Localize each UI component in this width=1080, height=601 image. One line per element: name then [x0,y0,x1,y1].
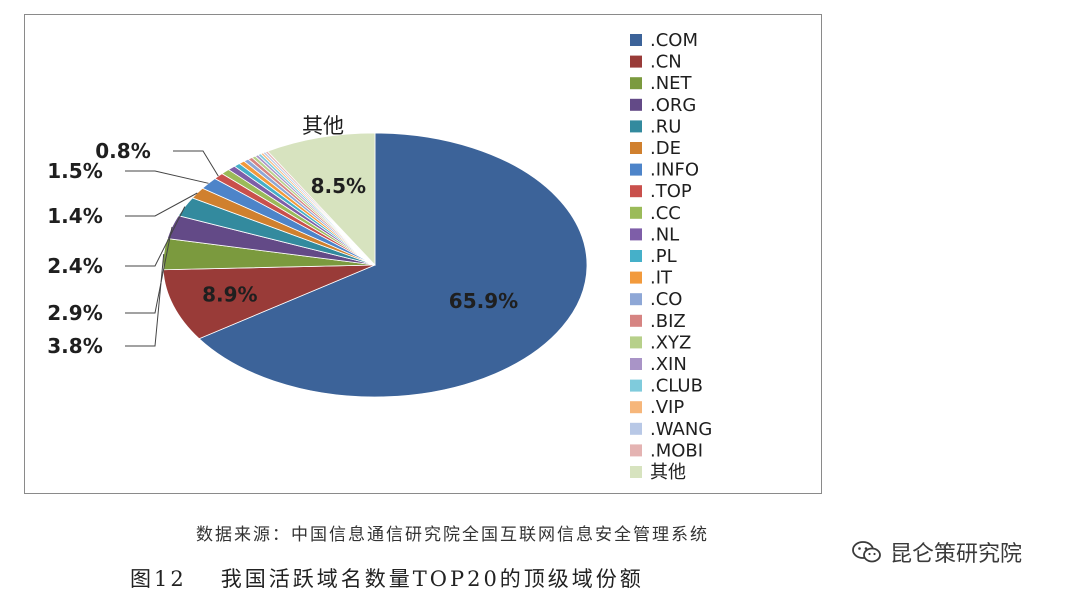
legend-swatch-de [630,142,642,154]
legend: .COM.CN.NET.ORG.RU.DE.INFO.TOP.CC.NL.PL.… [630,30,712,483]
legend-swatch-biz [630,314,642,327]
value-label-cn: 8.9% [202,282,257,306]
legend-swatch-nl [630,228,642,241]
legend-label-net: .NET [650,73,693,94]
legend-swatch-top [630,185,642,198]
legend-label-vip: .VIP [650,397,684,418]
value-label-org: 2.9% [47,301,102,325]
legend-swatch-xin [630,358,642,370]
legend-label-club: .CLUB [650,376,703,397]
pie-slice-其他 [266,132,376,267]
value-label-ru: 2.4% [47,254,102,278]
legend-swatch-com [630,34,642,46]
value-label-net: 3.8% [47,334,102,358]
leader-line-top [173,150,219,177]
legend-swatch-club [630,379,642,392]
pie-slice-com [198,132,588,398]
legend-swatch-cn [630,55,642,68]
legend-swatch-org [630,98,642,111]
legend-label-wang: .WANG [650,419,712,440]
watermark: 昆仑策研究院 [846,534,1029,570]
watermark-text: 昆仑策研究院 [890,542,1023,567]
chart-frame: 65.9% 8.9% 3.8% 2.9% 2.4% 1.4% 1.5% 0.8% 8.5% 其他 … [24,14,822,494]
legend-label-com: .COM [650,30,698,51]
legend-label-nl: .NL [650,224,679,245]
legend-swatch-vip [630,401,642,414]
figure-number: 图12 [130,567,187,591]
legend-label-xyz: .XYZ [650,332,691,353]
legend-label-mobi: .MOBI [650,440,703,461]
legend-label-info: .INFO [650,160,699,181]
leader-line-org [125,226,173,314]
value-label-其他: 8.5% [311,174,366,198]
legend-label-it: .IT [650,268,673,289]
legend-label-其他: 其他 [650,462,686,483]
legend-label-cc: .CC [650,203,681,224]
legend-label-org: .ORG [650,95,696,116]
category-label-other: 其他 [302,114,344,138]
legend-swatch-mobi [630,444,642,457]
legend-swatch-pl [630,250,642,262]
leader-lines [125,150,219,347]
value-label-com: 65.9% [449,289,518,313]
figure-title: 我国活跃域名数量TOP20的顶级域份额 [220,567,644,591]
value-labels: 65.9% 8.9% 3.8% 2.9% 2.4% 1.4% 1.5%0.8% 8.5% 其他 [47,114,518,358]
data-source-caption: 数据来源：中国信息通信研究院全国互联网信息安全管理系统 [196,525,709,545]
leader-line-info [125,170,209,184]
value-label-top: 0.8% [95,139,150,163]
value-label-de: 1.4% [47,204,102,228]
pie-chart: 65.9%8.9%3.8%2.9%2.4%1.4%1.5%0.8%8.5%其他 … [47,30,712,483]
legend-swatch-wang [630,422,642,435]
leader-line-ru [125,206,186,267]
legend-label-co: .CO [650,289,682,310]
legend-label-pl: .PL [650,246,677,267]
legend-swatch-it [630,271,642,284]
value-label-info: 1.5% [47,159,102,183]
legend-label-top: .TOP [650,181,692,202]
legend-label-cn: .CN [650,52,682,73]
figure-caption: 图12 我国活跃域名数量TOP20的顶级域份额 [130,563,644,593]
legend-swatch-其他 [630,466,642,478]
pie-slices [162,132,588,398]
legend-label-xin: .XIN [650,354,687,375]
leader-line-de [125,192,198,217]
legend-label-ru: .RU [650,116,681,137]
legend-label-de: .DE [650,138,681,159]
legend-swatch-ru [630,120,642,133]
legend-swatch-co [630,293,642,306]
legend-label-biz: .BIZ [650,311,686,332]
legend-swatch-cc [630,206,642,219]
legend-swatch-info [630,163,642,176]
legend-swatch-xyz [630,336,642,349]
legend-swatch-net [630,77,642,90]
wechat-icon [852,541,881,563]
